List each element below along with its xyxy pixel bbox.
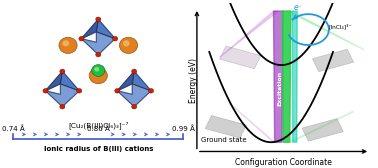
Circle shape (113, 36, 118, 41)
Circle shape (60, 69, 65, 74)
Polygon shape (282, 11, 291, 142)
Text: [Cu₂(B(III)Cl₆)₃]⁻⁷: [Cu₂(B(III)Cl₆)₃]⁻⁷ (68, 121, 129, 129)
Text: 0.74 Å: 0.74 Å (2, 125, 25, 132)
Circle shape (79, 36, 84, 41)
Polygon shape (274, 11, 283, 142)
Polygon shape (220, 46, 261, 69)
Circle shape (132, 104, 137, 109)
Polygon shape (45, 84, 79, 107)
Text: 0.99 Å: 0.99 Å (172, 125, 195, 132)
Circle shape (132, 69, 137, 74)
Circle shape (93, 71, 99, 76)
Text: Energy (eV): Energy (eV) (189, 58, 198, 103)
Circle shape (95, 68, 99, 71)
Polygon shape (290, 111, 353, 142)
Polygon shape (117, 84, 151, 107)
Circle shape (96, 17, 101, 22)
Text: Configuration Coordinate: Configuration Coordinate (235, 158, 332, 167)
Polygon shape (287, 11, 364, 50)
Circle shape (43, 89, 48, 93)
Polygon shape (117, 71, 134, 91)
Circle shape (60, 104, 65, 109)
Polygon shape (312, 49, 353, 72)
Polygon shape (220, 11, 278, 57)
Polygon shape (60, 71, 79, 91)
Circle shape (96, 52, 101, 57)
Polygon shape (230, 104, 275, 142)
Text: Ground state: Ground state (201, 137, 247, 143)
Circle shape (149, 89, 153, 93)
Circle shape (115, 89, 120, 93)
Circle shape (59, 37, 77, 53)
Polygon shape (81, 19, 98, 39)
Polygon shape (292, 11, 297, 142)
Polygon shape (81, 32, 115, 55)
Text: Excitation: Excitation (277, 71, 282, 106)
Circle shape (124, 41, 129, 46)
Polygon shape (302, 119, 343, 141)
Text: Ionic radius of B(III) cations: Ionic radius of B(III) cations (43, 146, 153, 152)
Circle shape (77, 89, 82, 93)
Text: [InCl₄]³⁻: [InCl₄]³⁻ (329, 24, 352, 29)
Polygon shape (205, 116, 246, 138)
Circle shape (89, 68, 107, 84)
Polygon shape (132, 71, 151, 91)
Circle shape (119, 37, 138, 53)
Polygon shape (96, 19, 115, 39)
Text: e⁻: e⁻ (294, 3, 302, 12)
Polygon shape (45, 71, 62, 91)
Circle shape (63, 41, 68, 46)
Text: 0.86 Å: 0.86 Å (87, 125, 110, 132)
Circle shape (92, 65, 105, 76)
